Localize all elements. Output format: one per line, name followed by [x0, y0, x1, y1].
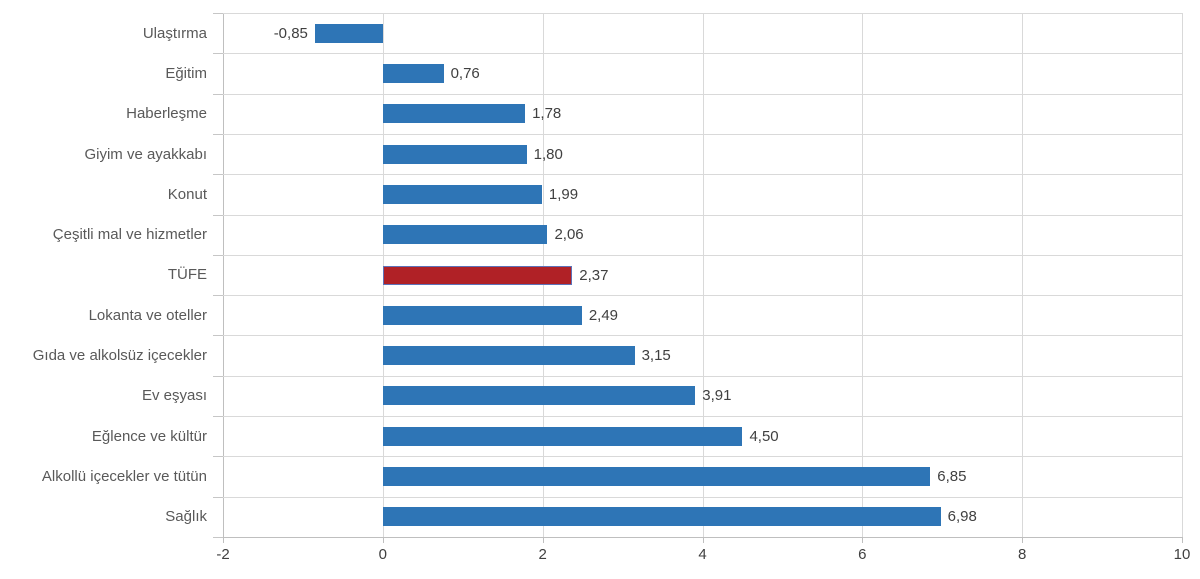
horizontal-gridline	[223, 214, 1182, 216]
bar	[382, 426, 743, 446]
category-axis-tick	[213, 53, 223, 55]
horizontal-gridline	[223, 416, 1182, 418]
vertical-gridline	[702, 13, 704, 537]
x-axis-tick-label: 10	[1173, 546, 1191, 563]
bar-value-label: 2,49	[588, 306, 619, 324]
category-label: Lokanta ve oteller	[88, 306, 207, 324]
bar	[382, 63, 444, 83]
x-axis-tick	[542, 537, 544, 543]
horizontal-gridline	[223, 456, 1182, 458]
bar-value-label: 3,91	[702, 387, 732, 405]
bar-value-label: 2,06	[554, 226, 584, 244]
category-axis-tick	[213, 13, 223, 14]
x-axis-tick	[702, 537, 704, 543]
x-axis-tick	[382, 537, 384, 543]
bar-value-label: 0,76	[450, 64, 480, 82]
horizontal-gridline	[223, 53, 1182, 55]
category-axis-tick	[213, 214, 223, 216]
category-label: Eğitim	[165, 64, 207, 82]
category-label: Gıda ve alkolsüz içecekler	[32, 347, 207, 365]
x-axis-tick-label: 8	[1017, 546, 1027, 563]
category-axis-tick	[213, 375, 223, 377]
horizontal-gridline	[223, 13, 1182, 14]
horizontal-gridline	[223, 295, 1182, 297]
bar-value-label: 1,78	[532, 105, 562, 123]
bar	[382, 386, 696, 406]
bar	[382, 144, 527, 164]
category-axis-tick	[213, 456, 223, 458]
category-label: Giyim ve ayakkabı	[84, 145, 207, 163]
horizontal-gridline	[223, 335, 1182, 337]
bar	[382, 104, 526, 124]
vertical-gridline	[223, 13, 224, 537]
category-axis-tick	[213, 174, 223, 176]
bar	[382, 184, 542, 204]
category-axis-tick	[213, 335, 223, 337]
x-axis-line	[223, 537, 1182, 538]
x-axis-tick	[1022, 537, 1024, 543]
category-label: Alkollü içecekler ve tütün	[41, 468, 207, 486]
category-axis-tick	[213, 295, 223, 297]
vertical-gridline	[1182, 13, 1183, 537]
x-axis-tick	[862, 537, 864, 543]
bar-value-label: 1,80	[533, 145, 563, 163]
bar-highlight-tufe	[382, 265, 573, 285]
category-label: Sağlık	[165, 508, 207, 526]
x-axis-tick-label: 2	[538, 546, 547, 563]
x-axis-tick-label: 0	[378, 546, 387, 563]
x-axis-tick-label: 4	[698, 546, 707, 563]
bar	[382, 346, 635, 366]
category-label: Haberleşme	[126, 105, 207, 123]
horizontal-gridline	[223, 174, 1182, 176]
horizontal-gridline	[223, 375, 1182, 377]
bar-value-label: 3,15	[641, 347, 671, 365]
vertical-gridline	[1022, 13, 1024, 537]
bar	[382, 225, 548, 245]
category-axis-tick	[213, 537, 223, 538]
bar-value-label: 6,85	[937, 468, 967, 486]
category-label: Konut	[167, 185, 207, 203]
category-label: Çeşitli mal ve hizmetler	[52, 226, 207, 244]
bar	[382, 507, 941, 527]
bar-value-label: -0,85	[273, 24, 308, 42]
horizontal-gridline	[223, 254, 1182, 256]
bar-value-label: 1,99	[548, 185, 579, 203]
category-label: Ulaştırma	[142, 24, 207, 42]
bar-value-label: 6,98	[947, 508, 977, 526]
category-axis-tick	[213, 133, 223, 135]
category-label: Ev eşyası	[141, 387, 207, 405]
x-axis-tick	[223, 537, 224, 543]
bar	[382, 467, 931, 487]
category-axis-tick	[213, 93, 223, 95]
bar	[314, 23, 383, 43]
horizontal-gridline	[223, 93, 1182, 95]
bar-value-label: 2,37	[579, 266, 609, 284]
horizontal-gridline	[223, 133, 1182, 135]
category-axis-tick	[213, 496, 223, 498]
x-axis-tick-label: 6	[858, 546, 867, 563]
x-axis-tick	[1182, 537, 1183, 543]
x-axis-tick-label: -2	[216, 546, 230, 563]
category-axis-tick	[213, 254, 223, 256]
vertical-gridline	[862, 13, 864, 537]
category-label: Eğlence ve kültür	[91, 427, 207, 445]
category-axis-tick	[213, 416, 223, 418]
horizontal-gridline	[223, 496, 1182, 498]
bar-value-label: 4,50	[749, 427, 779, 445]
bar	[382, 305, 582, 325]
category-label: TÜFE	[167, 266, 207, 284]
